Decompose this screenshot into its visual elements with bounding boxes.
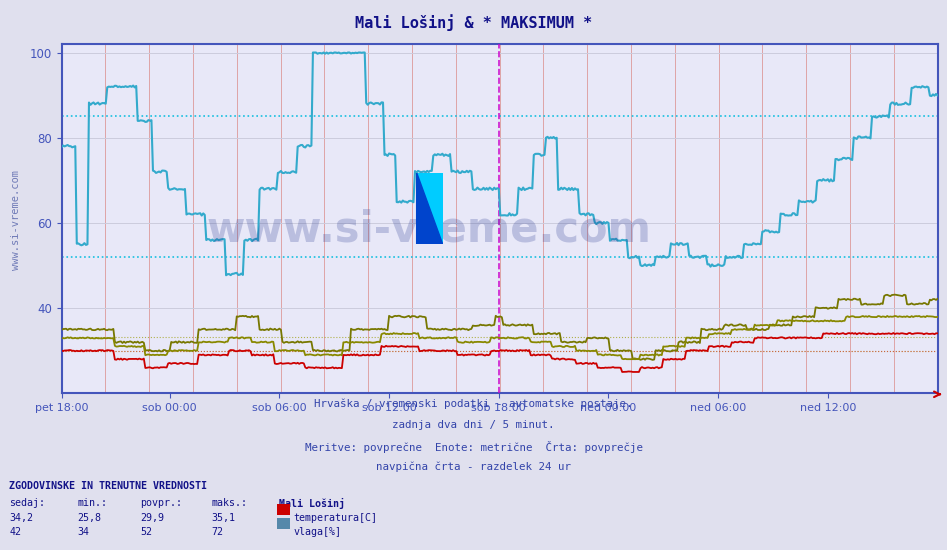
Text: vlaga[%]: vlaga[%] [294, 527, 342, 537]
Text: Hrvaška / vremenski podatki - avtomatske postaje.: Hrvaška / vremenski podatki - avtomatske… [314, 399, 633, 409]
Text: 52: 52 [140, 527, 152, 537]
Text: Mali Lošinj: Mali Lošinj [279, 498, 346, 509]
Text: navpična črta - razdelek 24 ur: navpična črta - razdelek 24 ur [376, 461, 571, 472]
Text: Mali Lošinj & * MAKSIMUM *: Mali Lošinj & * MAKSIMUM * [355, 14, 592, 31]
Text: sedaj:: sedaj: [9, 498, 45, 508]
Text: 29,9: 29,9 [140, 513, 164, 523]
Text: 72: 72 [211, 527, 223, 537]
Polygon shape [417, 173, 442, 244]
Polygon shape [417, 173, 442, 244]
Text: 25,8: 25,8 [78, 513, 101, 523]
Text: Meritve: povprečne  Enote: metrične  Črta: povprečje: Meritve: povprečne Enote: metrične Črta:… [305, 441, 642, 453]
Text: 34,2: 34,2 [9, 513, 33, 523]
Text: ZGODOVINSKE IN TRENUTNE VREDNOSTI: ZGODOVINSKE IN TRENUTNE VREDNOSTI [9, 481, 207, 491]
Text: www.si-vreme.com: www.si-vreme.com [11, 170, 22, 270]
Text: povpr.:: povpr.: [140, 498, 182, 508]
Text: 35,1: 35,1 [211, 513, 235, 523]
Text: 42: 42 [9, 527, 22, 537]
Text: 34: 34 [78, 527, 90, 537]
Text: zadnja dva dni / 5 minut.: zadnja dva dni / 5 minut. [392, 420, 555, 430]
Text: www.si-vreme.com: www.si-vreme.com [207, 208, 652, 250]
Text: maks.:: maks.: [211, 498, 247, 508]
Text: min.:: min.: [78, 498, 108, 508]
Text: temperatura[C]: temperatura[C] [294, 513, 378, 523]
